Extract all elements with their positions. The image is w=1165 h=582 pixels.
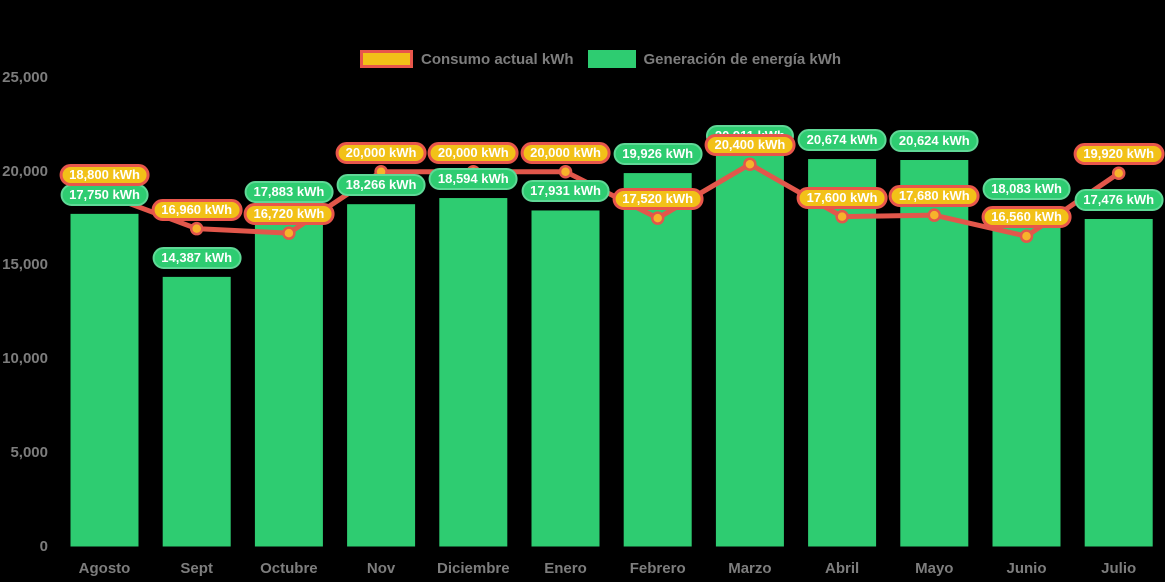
generacion-label-abril: 20,674 kWh [797, 129, 887, 152]
x-axis-label-junio: Junio [1006, 560, 1047, 577]
line-point-enero [558, 164, 573, 179]
legend-swatch-generacion-icon [587, 50, 636, 68]
bar-julio [1084, 218, 1153, 547]
legend-item-generacion[interactable]: Generación de energía kWh [587, 50, 842, 68]
generacion-label-octubre: 17,883 kWh [244, 181, 334, 204]
consumo-label-octubre: 16,720 kWh [243, 203, 335, 226]
legend-label-consumo: Consumo actual kWh [421, 50, 574, 68]
consumo-label-agosto: 18,800 kWh [59, 164, 150, 187]
bar-febrero [623, 173, 692, 547]
bar-marzo [715, 154, 784, 547]
y-axis-label-0: 0 [39, 537, 48, 555]
x-axis-label-abril: Abril [825, 560, 860, 577]
line-point-abril [835, 209, 849, 224]
x-axis-label-marzo: Marzo [728, 560, 772, 577]
x-axis-label-sept: Sept [180, 560, 213, 577]
x-axis-label-octubre: Octubre [260, 560, 318, 577]
consumo-label-diciembre: 20,000 kWh [427, 141, 519, 164]
legend-item-consumo[interactable]: Consumo actual kWh [360, 50, 574, 68]
y-axis-label-10000: 10,000 [2, 350, 48, 368]
bar-mayo [900, 160, 969, 547]
y-axis-label-20000: 20,000 [2, 162, 48, 180]
consumo-label-abril: 17,600 kWh [796, 186, 888, 209]
x-axis-label-febrero: Febrero [629, 560, 686, 577]
bar-junio [992, 207, 1061, 547]
bar-enero [531, 210, 600, 547]
y-axis-label-15000: 15,000 [2, 256, 48, 274]
generacion-label-junio: 18,083 kWh [982, 177, 1071, 200]
generacion-label-mayo: 20,624 kWh [889, 130, 979, 152]
legend: Consumo actual kWh Generación de energía… [360, 50, 841, 68]
bar-octubre [254, 211, 323, 547]
consumo-label-julio: 19,920 kWh [1073, 143, 1165, 166]
generacion-label-julio: 17,476 kWh [1074, 188, 1164, 211]
generacion-label-diciembre: 18,594 kWh [428, 168, 518, 191]
x-axis-label-agosto: Agosto [78, 560, 131, 577]
line-point-octubre [282, 226, 296, 240]
line-point-sept [189, 221, 204, 236]
consumo-label-febrero: 17,520 kWh [612, 188, 704, 211]
legend-swatch-consumo-icon [360, 50, 413, 68]
generacion-label-enero: 17,931 kWh [521, 180, 610, 203]
x-axis-label-julio: Julio [1101, 560, 1137, 577]
line-point-junio [1019, 229, 1034, 243]
consumo-label-nov: 20,000 kWh [335, 141, 427, 164]
generacion-label-agosto: 17,750 kWh [60, 183, 149, 206]
consumo-label-junio: 16,560 kWh [981, 206, 1072, 229]
generacion-label-sept: 14,387 kWh [152, 246, 242, 269]
bar-agosto [70, 213, 139, 547]
y-axis-label-5000: 5,000 [10, 443, 48, 461]
bar-abril [808, 159, 877, 547]
bar-sept [162, 276, 231, 547]
x-axis-label-mayo: Mayo [915, 560, 954, 577]
consumo-label-marzo: 20,400 kWh [704, 134, 796, 157]
line-point-mayo [927, 208, 942, 222]
bar-nov [347, 204, 416, 547]
consumo-label-enero: 20,000 kWh [520, 141, 611, 164]
line-point-marzo [743, 157, 757, 171]
x-axis-label-enero: Enero [544, 560, 587, 577]
consumo-line [102, 161, 1122, 239]
generacion-label-nov: 18,266 kWh [336, 174, 426, 197]
bar-diciembre [439, 198, 508, 547]
legend-label-generacion: Generación de energía kWh [643, 50, 842, 68]
y-axis-label-25000: 25,000 [2, 69, 48, 86]
x-axis-label-diciembre: Diciembre [437, 560, 510, 577]
x-axis-label-nov: Nov [366, 560, 396, 577]
consumo-label-sept: 16,960 kWh [151, 198, 243, 221]
generacion-label-febrero: 19,926 kWh [613, 143, 703, 166]
line-point-julio [1111, 166, 1126, 180]
line-point-febrero [650, 211, 665, 225]
consumo-label-mayo: 17,680 kWh [888, 185, 980, 208]
